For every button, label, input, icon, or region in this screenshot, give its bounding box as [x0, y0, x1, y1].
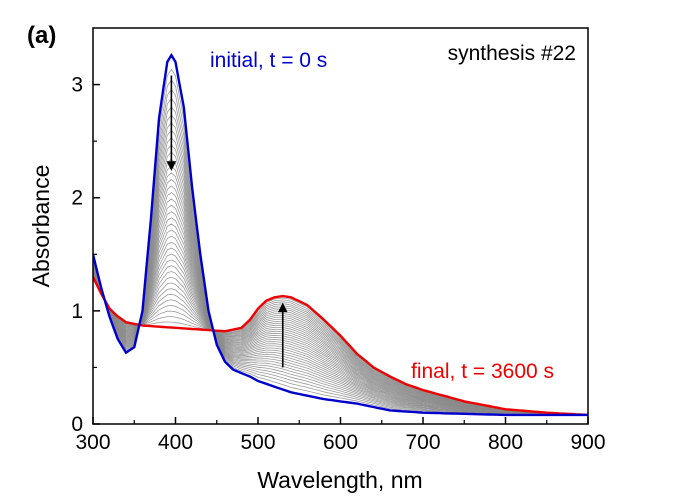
- initial-curve-label: initial, t = 0 s: [210, 49, 327, 72]
- series-layer: [93, 52, 588, 417]
- intermediate-spectrum-line: [93, 223, 588, 416]
- x-tick-label: 800: [488, 431, 523, 454]
- intermediate-spectrum-line: [93, 276, 588, 416]
- y-tick-label: 1: [71, 300, 83, 323]
- initial-spectrum-line: [93, 52, 588, 417]
- y-axis-title: Absorbance: [28, 165, 54, 288]
- axis-ticks: 300 400 500 600 700 800 900 0 1 2 3: [71, 74, 605, 454]
- y-tick-label: 3: [71, 74, 83, 97]
- x-tick-label: 300: [75, 431, 110, 454]
- intermediate-spectrum-line: [93, 274, 588, 416]
- chart-title: synthesis #22: [448, 42, 576, 65]
- x-tick-label: 400: [158, 431, 193, 454]
- x-tick-label: 900: [570, 431, 605, 454]
- y-tick-label: 0: [71, 413, 83, 436]
- final-curve-label: final, t = 3600 s: [411, 360, 554, 383]
- x-axis-title: Wavelength, nm: [257, 467, 422, 493]
- panel-label: (a): [27, 22, 56, 49]
- x-tick-label: 500: [240, 431, 275, 454]
- intermediate-spectrum-line: [93, 235, 588, 416]
- x-tick-label: 600: [323, 431, 358, 454]
- final-spectrum-line: [93, 276, 588, 417]
- intermediate-spectrum-line: [93, 211, 588, 416]
- y-tick-label: 2: [71, 187, 83, 210]
- intermediate-spectrum-line: [93, 265, 588, 416]
- x-tick-label: 700: [405, 431, 440, 454]
